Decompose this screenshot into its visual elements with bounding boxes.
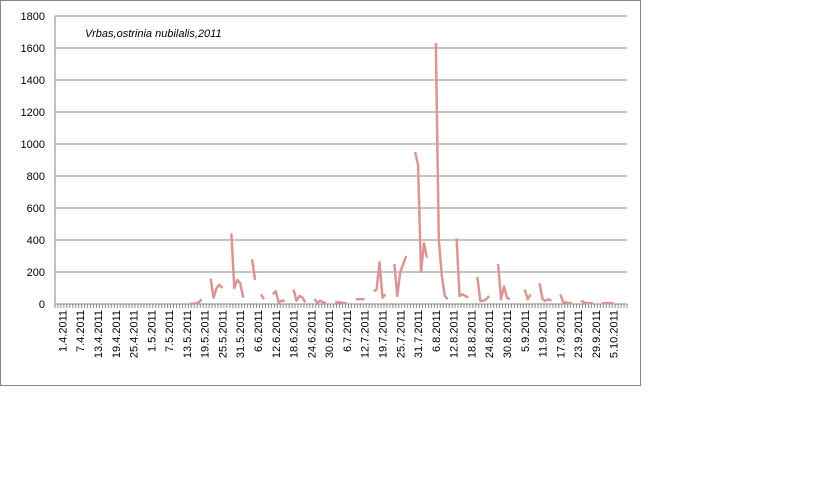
y-tick-label: 400 xyxy=(27,235,45,247)
x-tick-label: 31.5.2011 xyxy=(235,310,247,358)
x-tick-label: 12.7.2011 xyxy=(360,310,372,358)
series-line xyxy=(271,289,285,304)
y-tick-label: 1000 xyxy=(21,139,45,151)
x-tick-label: 5.9.2011 xyxy=(520,310,532,352)
x-tick-label: 30.6.2011 xyxy=(324,310,336,358)
series-line xyxy=(538,282,553,303)
series-line xyxy=(230,233,245,298)
x-tick-label: 1.4.2011 xyxy=(57,310,69,352)
series-line xyxy=(580,299,593,305)
y-tick-label: 800 xyxy=(27,171,45,183)
x-tick-label: 1.5.2011 xyxy=(146,310,158,352)
x-tick-label: 18.8.2011 xyxy=(466,310,478,358)
series-line xyxy=(313,298,327,305)
x-tick-label: 25.4.2011 xyxy=(129,310,141,358)
chart-border xyxy=(0,0,641,386)
x-tick-label: 17.9.2011 xyxy=(555,310,567,358)
series-line xyxy=(523,289,532,301)
x-tick-label: 23.9.2011 xyxy=(573,310,585,358)
x-tick-label: 18.6.2011 xyxy=(289,310,301,358)
x-tick-label: 25.7.2011 xyxy=(395,310,407,358)
series-line xyxy=(292,289,307,304)
x-tick-label: 12.6.2011 xyxy=(271,310,283,358)
x-tick-label: 25.5.2011 xyxy=(217,310,229,358)
x-tick-label: 19.7.2011 xyxy=(377,310,389,358)
series-line xyxy=(189,298,203,306)
x-tick-label: 29.9.2011 xyxy=(591,310,603,358)
y-tick-label: 600 xyxy=(27,203,45,215)
series-line xyxy=(413,151,429,274)
series-line xyxy=(373,261,387,299)
x-tick-label: 31.7.2011 xyxy=(413,310,425,358)
series-line xyxy=(259,293,266,300)
x-tick-label: 11.9.2011 xyxy=(538,310,550,357)
x-tick-label: 13.5.2011 xyxy=(182,310,194,358)
x-tick-label: 6.8.2011 xyxy=(431,310,443,352)
x-tick-label: 12.8.2011 xyxy=(449,310,461,358)
series-line xyxy=(209,278,224,299)
y-tick-label: 1400 xyxy=(21,75,45,87)
y-tick-label: 200 xyxy=(27,267,45,279)
x-tick-label: 24.6.2011 xyxy=(306,310,318,358)
x-tick-label: 19.4.2011 xyxy=(111,310,123,358)
x-tick-label: 6.6.2011 xyxy=(253,310,265,352)
series-line xyxy=(335,301,347,305)
y-tick-label: 1800 xyxy=(21,11,45,23)
y-tick-label: 1200 xyxy=(21,107,45,119)
x-tick-label: 24.8.2011 xyxy=(484,310,496,358)
x-tick-label: 7.5.2011 xyxy=(164,310,176,352)
x-tick-label: 6.7.2011 xyxy=(342,310,354,352)
x-tick-label: 5.10.2011 xyxy=(609,310,621,358)
series-line xyxy=(393,255,408,298)
x-tick-label: 19.5.2011 xyxy=(200,310,212,358)
series-line xyxy=(496,263,511,301)
series-line xyxy=(476,276,491,303)
y-tick-label: 0 xyxy=(39,299,45,311)
series-line xyxy=(455,238,470,299)
x-tick-label: 30.8.2011 xyxy=(502,310,514,358)
series-line xyxy=(434,43,449,301)
series-line xyxy=(250,259,257,281)
y-tick-label: 1600 xyxy=(21,43,45,55)
x-tick-label: 13.4.2011 xyxy=(93,310,105,358)
chart-title: Vrbas,ostrinia nubilalis,2011 xyxy=(85,28,222,40)
series-line xyxy=(559,293,573,305)
x-tick-label: 7.4.2011 xyxy=(75,310,87,352)
